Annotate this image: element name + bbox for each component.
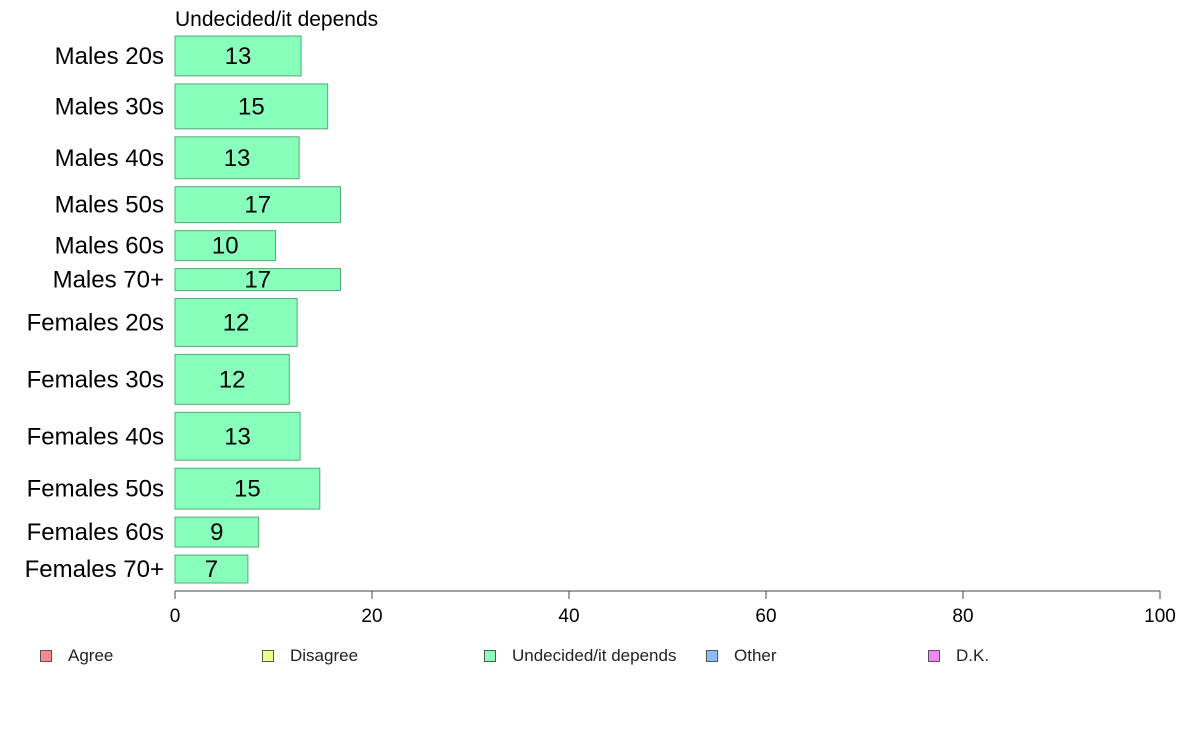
bar-value-label: 13: [224, 423, 251, 450]
chart-title: Undecided/it depends: [175, 8, 378, 31]
bar-value-label: 15: [234, 476, 261, 503]
legend-swatch-agree: [40, 650, 52, 662]
x-tick-label: 100: [1144, 606, 1176, 627]
legend-swatch-undecided: [484, 650, 496, 662]
category-label: Males 50s: [55, 192, 164, 219]
bar-value-label: 17: [244, 192, 271, 219]
bar-value-label: 10: [212, 233, 239, 260]
legend-label-agree: Agree: [68, 646, 114, 665]
category-label: Females 20s: [27, 309, 164, 336]
bar-value-label: 12: [219, 366, 246, 393]
bar: [174, 230, 276, 262]
bar: [174, 136, 300, 180]
x-tick-label: 40: [558, 606, 579, 627]
x-tick-label: 80: [952, 606, 973, 627]
legend-item-undecided: Undecided/it depends: [484, 646, 676, 666]
legend-swatch-other: [706, 650, 718, 662]
legend-item-dk: D.K.: [928, 646, 989, 666]
bar-value-label: 13: [225, 43, 252, 70]
bar: [174, 516, 260, 548]
x-tick-label: 60: [755, 606, 776, 627]
legend-label-dk: D.K.: [956, 646, 990, 665]
category-label: Males 60s: [55, 233, 164, 260]
bar: [174, 268, 341, 292]
bar-value-label: 12: [223, 309, 250, 336]
bar-value-label: 13: [224, 145, 251, 172]
bar: [174, 554, 249, 584]
legend-label-undecided: Undecided/it depends: [512, 646, 677, 665]
legend-swatch-disagree: [262, 650, 274, 662]
x-tick-label: 20: [361, 606, 382, 627]
x-axis: 0 20 40 60 80 100: [170, 590, 1176, 627]
bar-value-label: 15: [238, 93, 265, 120]
category-label: Males 40s: [55, 145, 164, 172]
category-label: Males 20s: [55, 43, 164, 70]
legend-item-other: Other: [706, 646, 777, 666]
legend-label-other: Other: [734, 646, 777, 665]
category-label: Males 30s: [55, 93, 164, 120]
bar: [174, 298, 298, 347]
legend-item-disagree: Disagree: [262, 646, 358, 666]
category-label: Females 60s: [27, 519, 164, 546]
bar: [174, 35, 302, 77]
bar-value-label: 17: [244, 267, 271, 294]
category-label: Females 70+: [25, 556, 164, 583]
bars-group: 13 Males 20s 15 Males 30s 13 Males 40s 17 Males…: [25, 35, 341, 584]
legend: Agree Disagree Undecided/it depends Othe…: [0, 646, 1188, 670]
bar: [174, 411, 301, 461]
category-label: Females 30s: [27, 366, 164, 393]
bar: [174, 83, 329, 130]
category-label: Males 70+: [53, 267, 164, 294]
legend-swatch-dk: [928, 650, 940, 662]
legend-item-agree: Agree: [40, 646, 113, 666]
category-label: Females 50s: [27, 476, 164, 503]
category-label: Females 40s: [27, 423, 164, 450]
bar: [174, 186, 341, 224]
x-tick-label: 0: [170, 606, 181, 627]
bar-value-label: 9: [210, 519, 223, 546]
legend-label-disagree: Disagree: [290, 646, 359, 665]
bar: [174, 353, 290, 405]
bar-value-label: 7: [205, 556, 218, 583]
chart: Undecided/it depends 13 Males 20s 15 Males …: [25, 8, 1176, 627]
bar: [174, 467, 321, 510]
